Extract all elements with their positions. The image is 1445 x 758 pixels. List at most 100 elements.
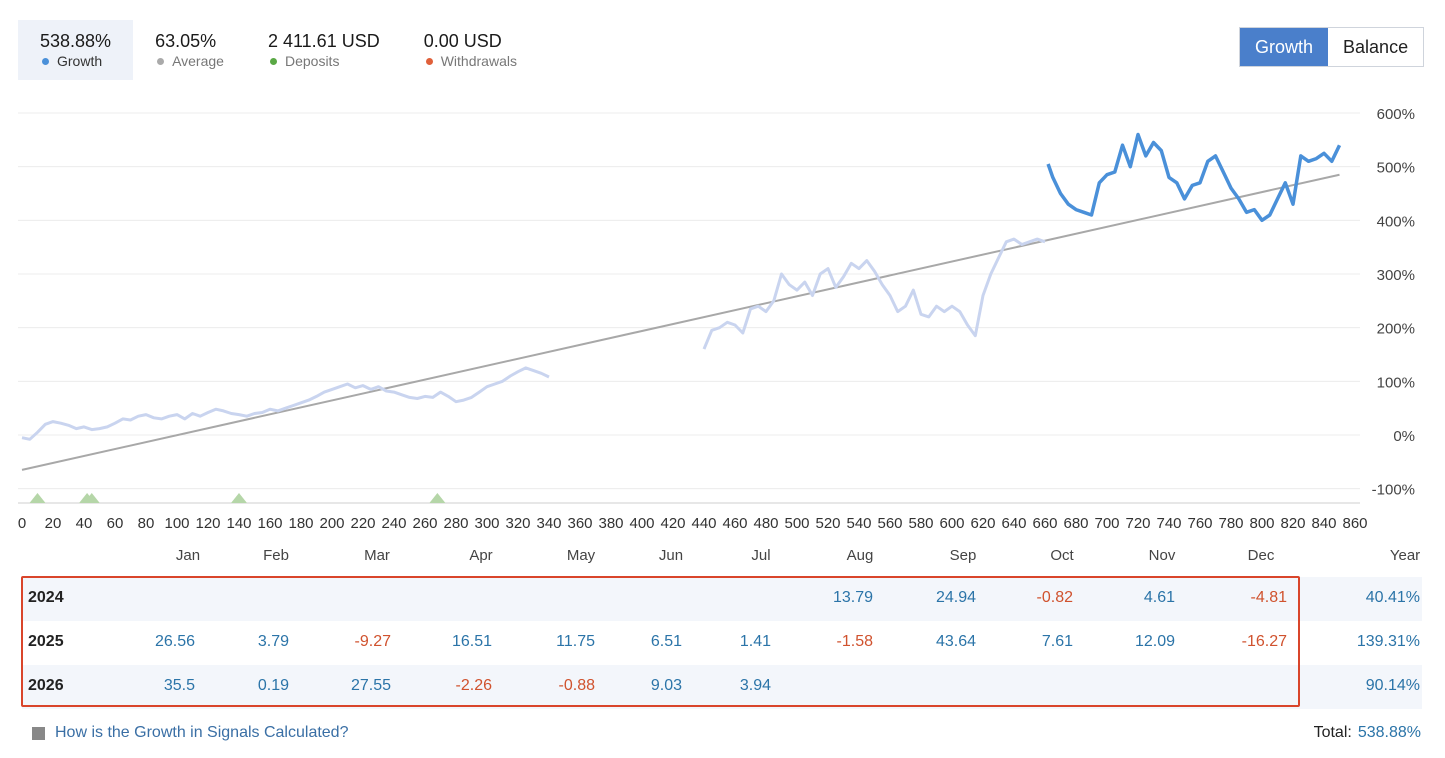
help-link-text[interactable]: How is the Growth in Signals Calculated?: [55, 724, 349, 741]
month-value-cell: -1.58: [836, 633, 873, 650]
x-tick-label: 80: [138, 515, 155, 532]
month-label: Sep: [949, 547, 977, 564]
y-tick-label: 200%: [1377, 321, 1415, 338]
x-tick-label: 320: [505, 515, 530, 532]
x-tick-label: 0: [18, 515, 26, 532]
row-year: 2024: [28, 589, 64, 606]
month-label: Feb: [263, 547, 289, 564]
x-tick-label: 720: [1125, 515, 1150, 532]
total-growth: Total: 538.88%: [1314, 724, 1421, 742]
x-tick-label: 400: [629, 515, 654, 532]
x-tick-label: 380: [598, 515, 623, 532]
deposit-marker-icon: [429, 493, 446, 503]
x-tick-label: 600: [939, 515, 964, 532]
stat-label-text: Average: [172, 53, 224, 69]
month-value-cell: -16.27: [1241, 633, 1287, 650]
stat-label: Growth: [40, 52, 111, 70]
stat-growth[interactable]: 538.88% Growth: [18, 20, 134, 80]
x-tick-label: 520: [815, 515, 840, 532]
x-tick-label: 640: [1001, 515, 1026, 532]
month-value-cell: 35.5: [163, 677, 195, 694]
x-tick-label: 240: [381, 515, 406, 532]
month-value-cell: 4.61: [1143, 589, 1175, 606]
stat-withdrawals[interactable]: 0.00 USD Withdrawals: [402, 20, 539, 80]
year-total-cell: 139.31%: [1356, 633, 1420, 650]
x-tick-label: 660: [1032, 515, 1057, 532]
year-column-header: Year: [1389, 547, 1421, 564]
x-tick-label: 220: [350, 515, 375, 532]
stat-average[interactable]: 63.05% Average: [133, 20, 246, 80]
month-value-cell: 12.09: [1134, 633, 1175, 650]
month-value-cell: -0.88: [558, 677, 595, 694]
stat-label: Deposits: [268, 52, 380, 70]
x-tick-label: 820: [1280, 515, 1305, 532]
stat-deposits[interactable]: 2 411.61 USD Deposits: [246, 20, 402, 80]
month-value-cell: 6.51: [650, 633, 682, 650]
month-value-cell: 1.41: [739, 633, 771, 650]
year-total-cell: 40.41%: [1365, 589, 1420, 606]
stat-value: 0.00 USD: [423, 31, 502, 51]
growth-history-line: [702, 237, 1046, 350]
month-label: Jan: [175, 547, 201, 564]
month-label: Dec: [1247, 547, 1275, 564]
stat-value: 538.88%: [40, 31, 112, 51]
x-tick-label: 340: [536, 515, 561, 532]
deposit-marker-icon: [231, 493, 247, 503]
total-label: Total:: [1313, 724, 1352, 741]
month-value-cell: 26.56: [154, 633, 195, 650]
month-value-cell: -0.82: [1036, 589, 1073, 606]
growth-toggle-button[interactable]: Growth: [1240, 28, 1329, 66]
month-label: Jul: [751, 547, 771, 564]
x-tick-label: 160: [257, 515, 282, 532]
stats-bar: 538.88% Growth 63.05% Average 2 411.61 USD De…: [18, 20, 539, 80]
month-label: Nov: [1148, 547, 1176, 564]
x-tick-label: 60: [107, 515, 124, 532]
y-tick-label: 500%: [1377, 160, 1415, 177]
x-tick-label: 480: [753, 515, 778, 532]
stat-label: Average: [155, 52, 224, 70]
month-value-cell: -2.26: [455, 677, 492, 694]
month-value-cell: 16.51: [451, 633, 492, 650]
stat-label-text: Growth: [57, 53, 103, 69]
growth-series-line: [1046, 132, 1342, 223]
x-tick-label: 40: [76, 515, 93, 532]
year-total-cell: 90.14%: [1365, 677, 1420, 694]
x-tick-label: 20: [45, 515, 62, 532]
x-tick-label: 300: [474, 515, 499, 532]
stat-label-text: Deposits: [284, 53, 340, 69]
x-tick-label: 440: [691, 515, 716, 532]
month-value-cell: 3.94: [739, 677, 771, 694]
legend-dot-icon: [42, 57, 49, 65]
y-tick-label: 400%: [1377, 213, 1415, 230]
month-value-cell: 11.75: [556, 633, 595, 650]
balance-toggle-button[interactable]: Balance: [1328, 28, 1424, 66]
total-value: 538.88%: [1357, 724, 1421, 741]
x-tick-label: 140: [226, 515, 251, 532]
y-tick-label: 100%: [1377, 374, 1415, 391]
y-tick-label: 0%: [1393, 428, 1415, 445]
month-label: Mar: [364, 547, 390, 564]
stat-label: Withdrawals: [424, 52, 517, 70]
legend-dot-icon: [425, 57, 433, 65]
help-link[interactable]: How is the Growth in Signals Calculated?: [32, 724, 348, 742]
month-label: Apr: [469, 547, 493, 564]
x-tick-label: 540: [846, 515, 871, 532]
month-value-cell: -9.27: [354, 633, 391, 650]
legend-dot-icon: [269, 57, 277, 65]
info-icon: [32, 726, 45, 740]
table-row: 2025 26.56 3.79 -9.27 16.51 11.75 6.51 1.41 -1.5…: [22, 621, 1422, 665]
x-tick-label: 740: [1156, 515, 1181, 532]
table-row: 2026 35.5 0.19 27.55 -2.26 -0.88 9.03 3.94 90.14…: [22, 665, 1422, 709]
x-tick-label: 460: [722, 515, 747, 532]
month-label: Jun: [658, 547, 684, 564]
row-year: 2025: [28, 633, 64, 650]
x-tick-label: 120: [195, 515, 220, 532]
x-tick-label: 580: [908, 515, 933, 532]
x-tick-label: 180: [288, 515, 313, 532]
month-value-cell: 7.61: [1041, 633, 1073, 650]
x-tick-label: 360: [567, 515, 592, 532]
x-tick-label: 840: [1311, 515, 1336, 532]
row-year: 2026: [28, 677, 64, 694]
average-trend-line: [21, 173, 1340, 471]
x-tick-label: 420: [660, 515, 685, 532]
